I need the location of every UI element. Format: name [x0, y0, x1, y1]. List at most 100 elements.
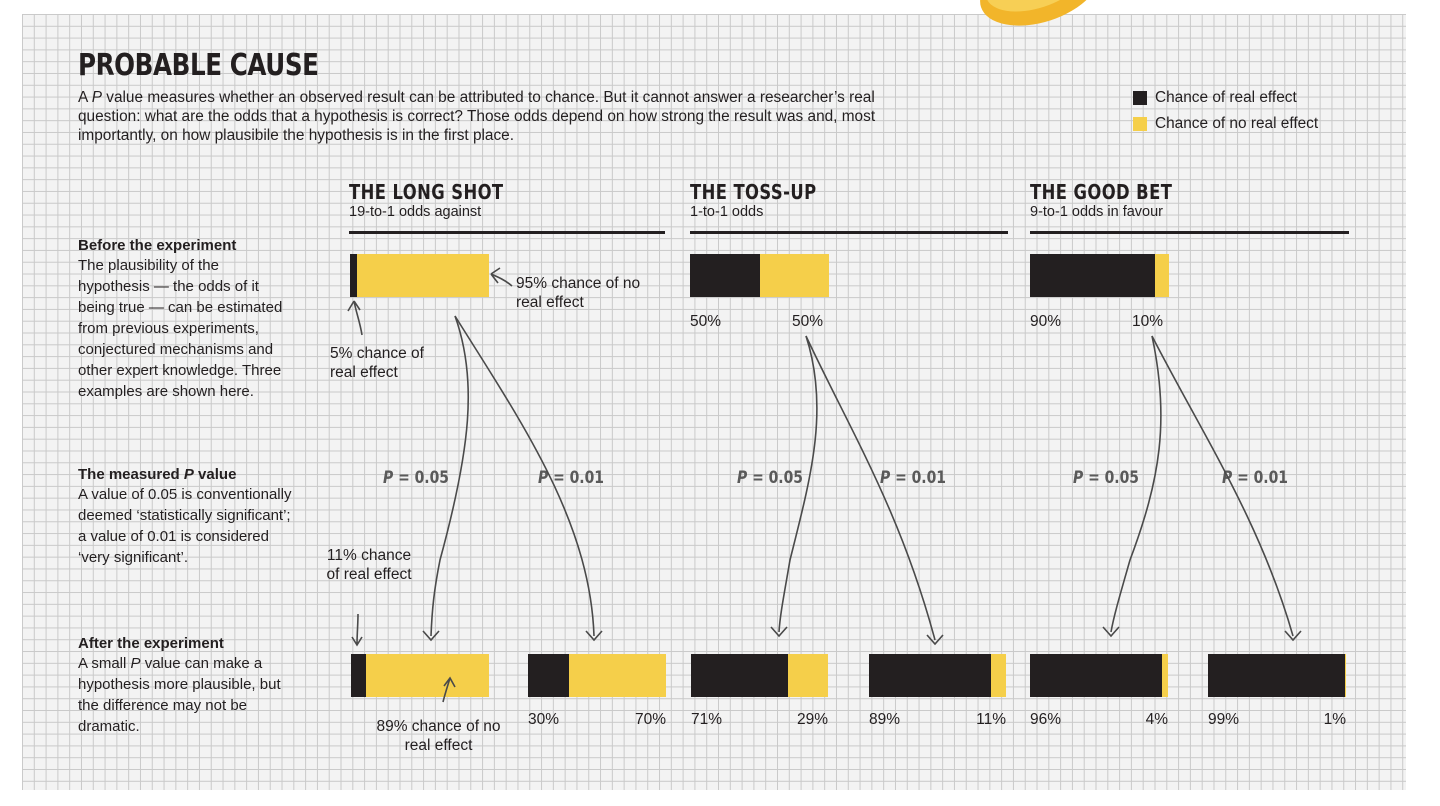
flow-arrow	[1151, 335, 1294, 637]
after-label-real: 99%	[1208, 711, 1240, 728]
annotation-before-no-effect: 95% chance of no real effect	[516, 275, 641, 311]
before-label-no-real: 10%	[1132, 313, 1164, 330]
sidebar-after-heading: After the experiment	[78, 635, 224, 652]
bar-segment-real-effect	[691, 654, 789, 697]
scenario-rule	[690, 231, 1008, 234]
bar-segment-no-real-effect	[356, 254, 489, 297]
before-bar	[690, 254, 829, 297]
scenario-rule	[349, 231, 665, 234]
after-bar	[528, 654, 666, 697]
before-bar	[1030, 254, 1169, 297]
scenario-header-good-bet: THE GOOD BET 9-to-1 odds in favour	[1030, 180, 1349, 234]
legend-label-real: Chance of real effect	[1155, 89, 1297, 106]
sidebar-after-body: A small P value can make a hypothesis mo…	[78, 655, 281, 735]
after-bar	[351, 654, 489, 697]
sidebar-measured: The measured P value A value of 0.05 is …	[78, 465, 298, 568]
grid-background	[22, 14, 1406, 790]
bar-segment-no-real-effect	[1155, 254, 1169, 297]
after-label-no-real: 4%	[1145, 711, 1168, 728]
bar-segment-real-effect	[869, 654, 991, 697]
coin-illustration	[980, 0, 1100, 26]
annotation-arrow	[347, 300, 363, 336]
scenario-rule	[1030, 231, 1349, 234]
bar-segment-real-effect	[350, 254, 357, 297]
annotation-after-real: 11% chance of real effect	[326, 547, 412, 583]
after-label-real: 71%	[691, 711, 723, 728]
arrowhead-chevron-icon	[1102, 626, 1120, 638]
arrowhead-chevron-icon	[926, 634, 944, 646]
legend-swatch-no-real	[1133, 117, 1147, 131]
after-bar	[1208, 654, 1346, 697]
before-label-real: 90%	[1030, 313, 1062, 330]
arrowhead-chevron-icon	[422, 630, 440, 642]
page-title: PROBABLE CAUSE	[78, 48, 319, 83]
annotation-after-no-effect: 89% chance of no real effect	[376, 718, 501, 754]
sidebar-measured-body: A value of 0.05 is conventionally deemed…	[78, 486, 292, 566]
sidebar-before: Before the experiment The plausibility o…	[78, 236, 293, 402]
after-label-real: 30%	[528, 711, 560, 728]
bar-segment-real-effect	[1030, 654, 1163, 697]
after-bar	[869, 654, 1006, 697]
p-value-label: P = 0.01	[538, 468, 605, 488]
after-label-no-real: 1%	[1323, 711, 1346, 728]
scenario-header-toss-up: THE TOSS-UP 1-to-1 odds	[690, 180, 1008, 234]
flow-arrow	[430, 315, 470, 637]
bar-segment-no-real-effect	[1344, 654, 1346, 697]
after-label-no-real: 29%	[796, 711, 828, 728]
bar-segment-real-effect	[1030, 254, 1156, 297]
bar-segment-no-real-effect	[1162, 654, 1168, 697]
annotation-arrow	[442, 676, 456, 703]
flow-arrow	[805, 335, 936, 641]
legend-item-no-real: Chance of no real effect	[1133, 114, 1318, 134]
flow-arrow	[454, 315, 595, 637]
bar-segment-no-real-effect	[569, 654, 666, 697]
bar-segment-no-real-effect	[788, 654, 828, 697]
p-value-label: P = 0.05	[1073, 468, 1140, 488]
scenario-title: THE GOOD BET	[1030, 180, 1173, 204]
sidebar-measured-heading: The measured P value	[78, 466, 237, 483]
sidebar-before-body: The plausibility of the hypothesis — the…	[78, 257, 283, 400]
bar-segment-real-effect	[1208, 654, 1345, 697]
p-value-label: P = 0.05	[737, 468, 804, 488]
scenario-title: THE LONG SHOT	[349, 180, 504, 204]
arrowhead-chevron-icon	[585, 630, 603, 642]
arrowhead-chevron-icon	[1284, 630, 1302, 642]
bar-segment-real-effect	[690, 254, 760, 297]
intro-text: A P value measures whether an observed r…	[78, 89, 876, 144]
after-bar	[1030, 654, 1168, 697]
annotation-arrow	[351, 613, 363, 647]
bar-segment-no-real-effect	[366, 654, 489, 697]
annotation-arrow	[490, 267, 513, 287]
before-label-no-real: 50%	[792, 313, 824, 330]
bar-segment-no-real-effect	[990, 654, 1006, 697]
after-label-no-real: 11%	[976, 711, 1006, 728]
after-label-real: 96%	[1030, 711, 1062, 728]
sidebar-after: After the experiment A small P value can…	[78, 634, 293, 737]
annotation-before-real: 5% chance of real effect	[330, 345, 424, 381]
scenario-odds: 19-to-1 odds against	[349, 204, 482, 220]
p-value-label: P = 0.01	[880, 468, 947, 488]
before-bar	[350, 254, 489, 297]
bar-segment-real-effect	[528, 654, 570, 697]
legend-swatch-real	[1133, 91, 1147, 105]
scenario-odds: 1-to-1 odds	[690, 204, 764, 220]
flow-arrow	[778, 335, 818, 633]
bar-segment-real-effect	[351, 654, 367, 697]
scenario-odds: 9-to-1 odds in favour	[1030, 204, 1163, 220]
before-label-real: 50%	[690, 313, 722, 330]
after-label-real: 89%	[869, 711, 901, 728]
bar-segment-no-real-effect	[759, 254, 829, 297]
legend: Chance of real effect Chance of no real …	[1133, 88, 1318, 134]
after-bar	[691, 654, 828, 697]
legend-item-real: Chance of real effect	[1133, 88, 1318, 108]
arrowhead-chevron-icon	[770, 626, 788, 638]
legend-label-no-real: Chance of no real effect	[1155, 115, 1319, 132]
p-value-label: P = 0.01	[1222, 468, 1289, 488]
p-value-label: P = 0.05	[383, 468, 450, 488]
scenario-header-long-shot: THE LONG SHOT 19-to-1 odds against	[349, 180, 665, 234]
sidebar-before-heading: Before the experiment	[78, 237, 237, 254]
flow-arrow	[1110, 335, 1162, 633]
scenario-title: THE TOSS-UP	[690, 180, 817, 204]
after-label-no-real: 70%	[634, 711, 666, 728]
